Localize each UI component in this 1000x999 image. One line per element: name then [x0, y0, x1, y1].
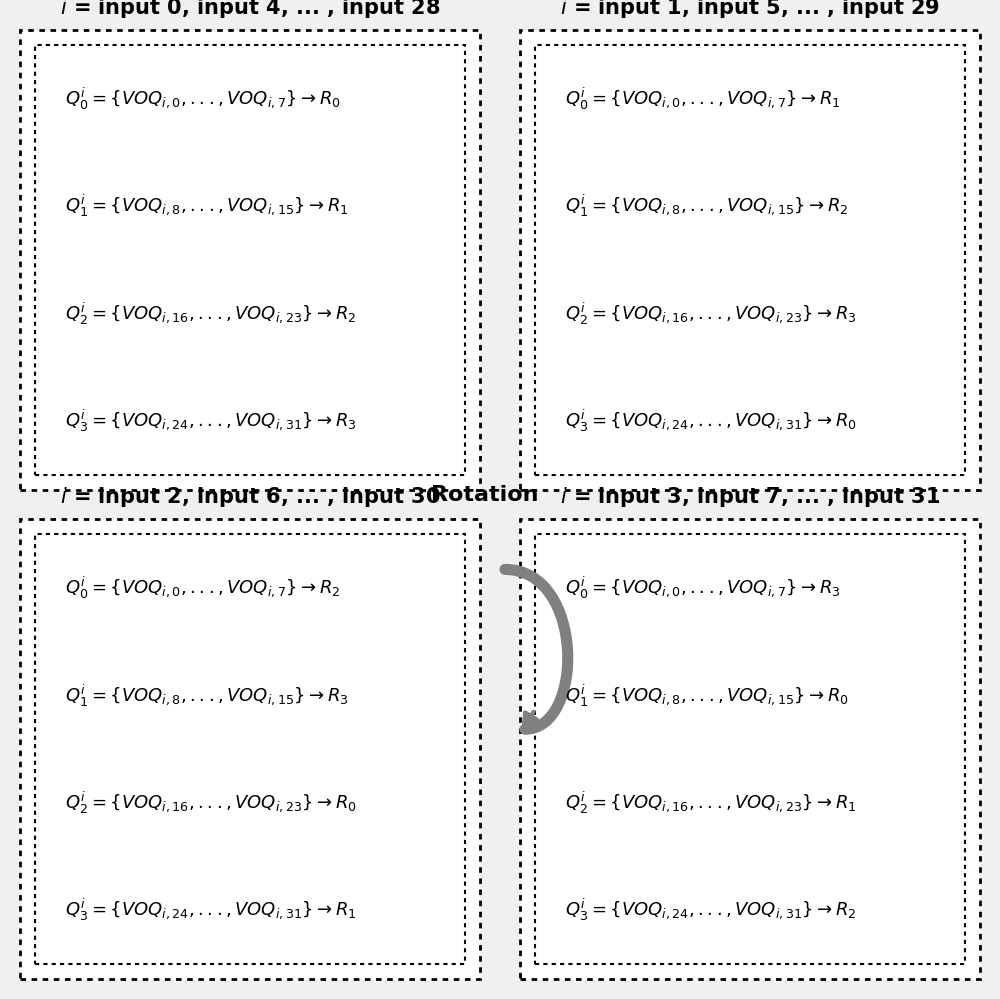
FancyBboxPatch shape: [520, 30, 980, 490]
Text: $Q_2^i = \left\{VOQ_{i,16},...,VOQ_{i,23}\right\} \rightarrow R_2$: $Q_2^i = \left\{VOQ_{i,16},...,VOQ_{i,23…: [65, 301, 356, 327]
FancyBboxPatch shape: [35, 45, 465, 475]
Text: $Q_1^i = \left\{VOQ_{i,8},...,VOQ_{i,15}\right\} \rightarrow R_0$: $Q_1^i = \left\{VOQ_{i,8},...,VOQ_{i,15}…: [565, 682, 849, 708]
Text: $Q_0^i = \left\{VOQ_{i,0},...,VOQ_{i,7}\right\} \rightarrow R_3$: $Q_0^i = \left\{VOQ_{i,0},...,VOQ_{i,7}\…: [565, 575, 841, 601]
Text: $Q_1^i = \left\{VOQ_{i,8},...,VOQ_{i,15}\right\} \rightarrow R_2$: $Q_1^i = \left\{VOQ_{i,8},...,VOQ_{i,15}…: [565, 193, 848, 219]
FancyBboxPatch shape: [520, 519, 980, 979]
Text: $Q_3^i = \left\{VOQ_{i,24},...,VOQ_{i,31}\right\} \rightarrow R_2$: $Q_3^i = \left\{VOQ_{i,24},...,VOQ_{i,31…: [565, 897, 856, 923]
Text: $i$ = input 0, input 4, ... , input 28: $i$ = input 0, input 4, ... , input 28: [60, 0, 440, 20]
Text: Rotation: Rotation: [431, 485, 539, 504]
Text: $Q_0^i = \left\{VOQ_{i,0},...,VOQ_{i,7}\right\} \rightarrow R_2$: $Q_0^i = \left\{VOQ_{i,0},...,VOQ_{i,7}\…: [65, 575, 340, 601]
FancyBboxPatch shape: [20, 519, 480, 979]
Text: $i$ = input 3, input 7, ... , input 31: $i$ = input 3, input 7, ... , input 31: [560, 486, 940, 509]
FancyBboxPatch shape: [35, 534, 465, 964]
FancyBboxPatch shape: [535, 534, 965, 964]
Text: $Q_3^i = \left\{VOQ_{i,24},...,VOQ_{i,31}\right\} \rightarrow R_1$: $Q_3^i = \left\{VOQ_{i,24},...,VOQ_{i,31…: [65, 897, 357, 923]
Text: $i$ = input 1, input 5, ... , input 29: $i$ = input 1, input 5, ... , input 29: [560, 0, 940, 20]
Text: $Q_2^i = \left\{VOQ_{i,16},...,VOQ_{i,23}\right\} \rightarrow R_0$: $Q_2^i = \left\{VOQ_{i,16},...,VOQ_{i,23…: [65, 790, 357, 816]
Text: $Q_2^i = \left\{VOQ_{i,16},...,VOQ_{i,23}\right\} \rightarrow R_1$: $Q_2^i = \left\{VOQ_{i,16},...,VOQ_{i,23…: [565, 790, 857, 816]
FancyBboxPatch shape: [535, 45, 965, 475]
Text: $Q_3^i = \left\{VOQ_{i,24},...,VOQ_{i,31}\right\} \rightarrow R_0$: $Q_3^i = \left\{VOQ_{i,24},...,VOQ_{i,31…: [565, 408, 857, 434]
Text: $Q_1^i = \left\{VOQ_{i,8},...,VOQ_{i,15}\right\} \rightarrow R_1$: $Q_1^i = \left\{VOQ_{i,8},...,VOQ_{i,15}…: [65, 193, 349, 219]
Text: $Q_1^i = \left\{VOQ_{i,8},...,VOQ_{i,15}\right\} \rightarrow R_3$: $Q_1^i = \left\{VOQ_{i,8},...,VOQ_{i,15}…: [65, 682, 349, 708]
Text: $Q_2^i = \left\{VOQ_{i,16},...,VOQ_{i,23}\right\} \rightarrow R_3$: $Q_2^i = \left\{VOQ_{i,16},...,VOQ_{i,23…: [565, 301, 857, 327]
Text: $Q_3^i = \left\{VOQ_{i,24},...,VOQ_{i,31}\right\} \rightarrow R_3$: $Q_3^i = \left\{VOQ_{i,24},...,VOQ_{i,31…: [65, 408, 357, 434]
Text: $Q_0^i = \left\{VOQ_{i,0},...,VOQ_{i,7}\right\} \rightarrow R_0$: $Q_0^i = \left\{VOQ_{i,0},...,VOQ_{i,7}\…: [65, 86, 341, 112]
Text: $Q_0^i = \left\{VOQ_{i,0},...,VOQ_{i,7}\right\} \rightarrow R_1$: $Q_0^i = \left\{VOQ_{i,0},...,VOQ_{i,7}\…: [565, 86, 841, 112]
FancyBboxPatch shape: [20, 30, 480, 490]
Text: $i$ = input 2, input 6, ... , input 30: $i$ = input 2, input 6, ... , input 30: [60, 486, 440, 509]
